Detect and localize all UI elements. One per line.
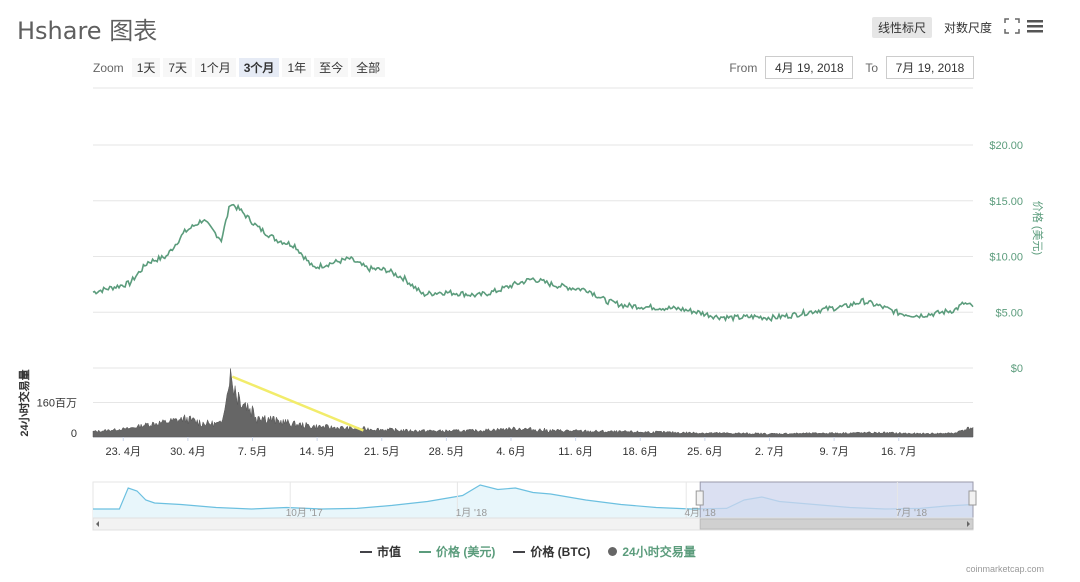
annotation-line [231, 375, 364, 432]
scroll-left-icon [96, 521, 99, 527]
navigator-selection [699, 481, 974, 519]
navigator-tick-label: 4月 '18 [685, 507, 717, 519]
volume-axis-label: 24小时交易量 [17, 369, 31, 436]
credit-text: coinmarketcap.com [965, 564, 1044, 574]
legend-item-price-usd[interactable]: 价格 (美元) [419, 543, 495, 560]
price-tick-label: $10.00 [989, 252, 1023, 264]
navigator-tick-label: 1月 '18 [456, 507, 488, 519]
x-tick-label: 2. 7月 [755, 446, 784, 458]
legend-item-price-btc[interactable]: 价格 (BTC) [513, 543, 590, 560]
to-date-input[interactable]: 7月 19, 2018 [886, 56, 974, 79]
x-tick-label: 4. 6月 [496, 446, 525, 458]
price-tick-label: $20.00 [989, 140, 1023, 152]
to-label: To [865, 60, 878, 75]
zoom-button-7d[interactable]: 7天 [163, 58, 193, 77]
zoom-button-1y[interactable]: 1年 [282, 58, 312, 77]
zoom-label: Zoom [93, 60, 124, 75]
expand-icon[interactable] [1004, 18, 1020, 37]
x-tick-label: 14. 5月 [299, 446, 334, 458]
x-tick-label: 11. 6月 [558, 446, 593, 458]
legend-item-volume[interactable]: 24小时交易量 [608, 543, 696, 560]
linear-scale-button[interactable]: 线性标尺 [871, 17, 932, 38]
log-scale-button[interactable]: 对数尺度 [943, 21, 992, 35]
navigator-handle [695, 490, 704, 506]
navigator-handle [968, 490, 977, 506]
x-tick-label: 21. 5月 [364, 446, 399, 458]
volume-tick-label: 160百万 [37, 398, 77, 410]
legend-item-market-cap[interactable]: 市值 [360, 543, 401, 560]
from-date-input[interactable]: 4月 19, 2018 [765, 56, 854, 79]
price-tick-label: $5.00 [995, 307, 1023, 319]
navigator-tick-label: 10月 '17 [286, 507, 323, 519]
price-tick-label: $0 [1011, 363, 1023, 375]
x-tick-label: 7. 5月 [238, 446, 267, 458]
zoom-button-3m[interactable]: 3个月 [238, 58, 280, 77]
x-tick-label: 30. 4月 [170, 446, 205, 458]
price-axis-label: 价格 (美元) [1031, 201, 1045, 255]
date-range: From 4月 19, 2018 To 7月 19, 2018 [717, 56, 974, 79]
volume-series [92, 368, 974, 438]
x-tick-label: 23. 4月 [106, 446, 141, 458]
scrollbar-thumb [699, 518, 974, 530]
x-tick-label: 9. 7月 [819, 446, 848, 458]
x-tick-label: 25. 6月 [687, 446, 722, 458]
volume-tick-label: 0 [71, 428, 77, 440]
zoom-selector: Zoom 1天 7天 1个月 3个月 1年 至今 全部 [93, 58, 388, 77]
zoom-button-ytd[interactable]: 至今 [314, 58, 349, 77]
hamburger-icon[interactable] [1026, 18, 1044, 37]
page-title: Hshare 图表 [17, 17, 158, 45]
chart-legend: 市值 价格 (美元) 价格 (BTC) 24小时交易量 [360, 543, 696, 560]
zoom-button-1d[interactable]: 1天 [131, 58, 161, 77]
zoom-button-all[interactable]: 全部 [351, 58, 386, 77]
navigator-tick-label: 7月 '18 [896, 507, 928, 519]
x-tick-label: 28. 5月 [429, 446, 464, 458]
zoom-button-1m[interactable]: 1个月 [195, 58, 236, 77]
x-tick-label: 16. 7月 [881, 446, 916, 458]
price-tick-label: $15.00 [989, 196, 1023, 208]
price-usd-series [92, 203, 974, 323]
chart-toolbar: 线性标尺 对数尺度 [871, 17, 1044, 38]
from-label: From [729, 60, 758, 75]
scroll-right-icon [967, 521, 970, 527]
x-tick-label: 18. 6月 [623, 446, 658, 458]
